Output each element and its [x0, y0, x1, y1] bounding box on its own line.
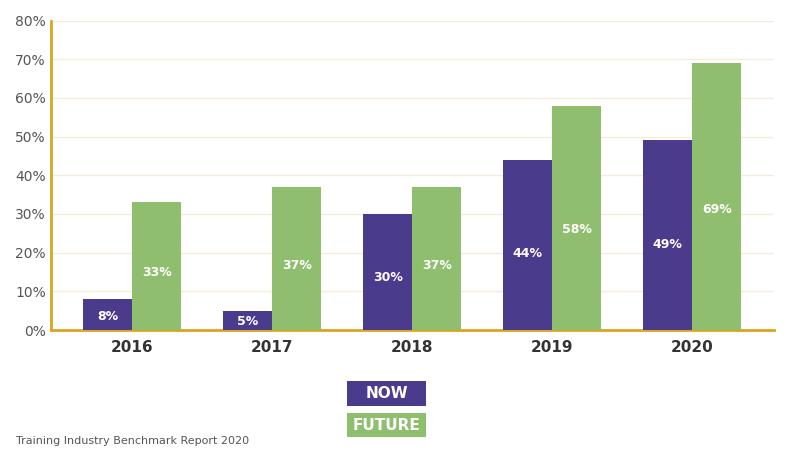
- Text: 5%: 5%: [237, 315, 259, 328]
- Text: FUTURE: FUTURE: [353, 418, 421, 433]
- Bar: [552, 106, 601, 330]
- Text: 69%: 69%: [701, 203, 731, 216]
- Bar: [503, 160, 552, 330]
- Text: 8%: 8%: [97, 310, 118, 322]
- Bar: [692, 63, 741, 330]
- Text: 37%: 37%: [282, 259, 312, 272]
- Text: 37%: 37%: [422, 259, 452, 272]
- Bar: [223, 311, 272, 330]
- Text: NOW: NOW: [365, 386, 408, 401]
- Bar: [413, 187, 462, 330]
- Text: Training Industry Benchmark Report 2020: Training Industry Benchmark Report 2020: [16, 437, 249, 446]
- Bar: [133, 202, 181, 330]
- Text: 30%: 30%: [373, 272, 402, 284]
- Text: 58%: 58%: [562, 223, 592, 235]
- Text: 49%: 49%: [653, 238, 682, 251]
- Bar: [84, 299, 133, 330]
- Bar: [643, 140, 692, 330]
- Bar: [272, 187, 321, 330]
- Text: 44%: 44%: [513, 247, 543, 260]
- Text: 33%: 33%: [142, 266, 172, 279]
- Bar: [363, 214, 413, 330]
